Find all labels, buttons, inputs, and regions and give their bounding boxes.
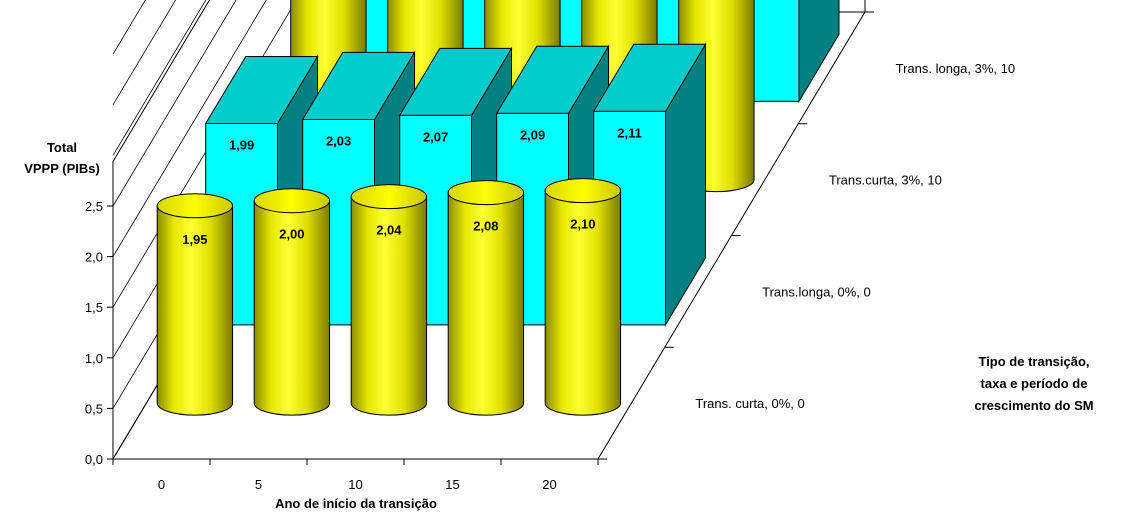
y-tick-label: 2,5	[85, 199, 103, 214]
depth-axis-title: crescimento do SM	[974, 398, 1093, 413]
data-label: 2,07	[423, 129, 448, 144]
y-tick-label: 2,0	[85, 250, 103, 265]
gridline	[112, 0, 297, 308]
x-tick-label: 10	[348, 477, 362, 492]
y-axis-title: Total	[47, 140, 77, 155]
data-label: 2,10	[570, 217, 595, 232]
bar-top	[156, 193, 234, 219]
bar	[544, 190, 622, 416]
bar	[447, 192, 525, 416]
y-axis-title: VPPP (PIBs)	[24, 161, 100, 176]
bars: 2,272,332,382,422,452,232,292,352,402,44…	[156, 0, 840, 416]
depth-tick-label: Trans.curta, 3%, 10	[829, 173, 942, 188]
gridline	[112, 0, 207, 156]
depth-tick-label: Trans. curta, 0%, 0	[695, 396, 804, 411]
axes	[107, 11, 874, 465]
y-tick-label: 1,5	[85, 300, 103, 315]
y-tick-label: 0,5	[85, 401, 103, 416]
data-label: 2,00	[279, 227, 304, 242]
depth-axis-title: Tipo de transição,	[978, 354, 1089, 369]
x-tick-label: 0	[158, 477, 165, 492]
depth-tick-label: Trans.longa, 0%, 0	[762, 284, 871, 299]
bar-top	[350, 184, 428, 210]
bar-top	[447, 180, 525, 206]
bar	[156, 205, 234, 416]
x-tick-label: 5	[255, 477, 262, 492]
bar-top	[544, 178, 622, 204]
x-axis-title: Ano de início da transição	[275, 496, 437, 511]
data-label: 2,08	[473, 219, 498, 234]
x-tick-label: 15	[445, 477, 459, 492]
data-label: 2,04	[376, 223, 402, 238]
gridline	[112, 0, 237, 207]
labels: 0,0 0,5 1,0 1,5 2,0 2,5 0 5 10 15 20 Trans. curta, …	[24, 61, 1093, 511]
data-label: 2,09	[520, 127, 545, 142]
gridline	[112, 0, 267, 257]
y-tick-label: 1,0	[85, 351, 103, 366]
x-tick-label: 20	[542, 477, 556, 492]
depth-tick-label: Trans. longa, 3%, 10	[896, 61, 1015, 76]
data-label: 2,03	[326, 133, 351, 148]
y-tick-label: 0,0	[85, 452, 103, 467]
bar-top	[253, 188, 331, 214]
data-label: 2,11	[617, 125, 642, 140]
bar-side	[798, 0, 840, 104]
data-label: 1,99	[229, 138, 254, 153]
bar	[350, 196, 428, 416]
data-label: 1,95	[182, 232, 207, 247]
bar	[253, 200, 331, 416]
depth-axis-title: taxa e período de	[981, 376, 1088, 391]
